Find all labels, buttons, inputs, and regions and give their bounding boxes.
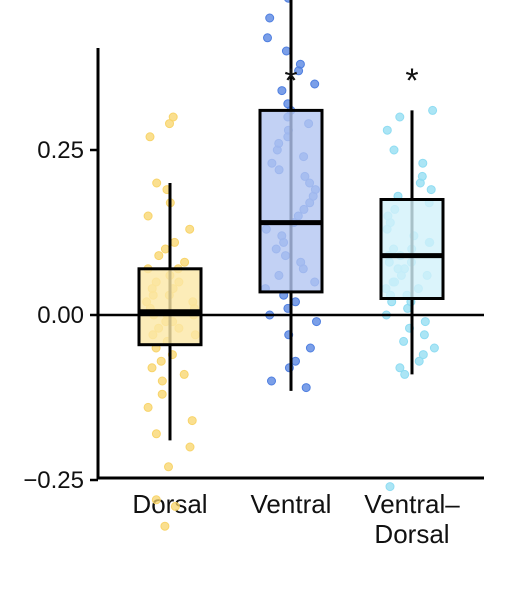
data-point	[267, 376, 276, 386]
data-point	[419, 330, 429, 340]
data-point	[185, 442, 195, 452]
plot-layer: * *	[98, 0, 484, 531]
iqr-box	[258, 108, 324, 294]
category-label: Dorsal	[132, 489, 207, 519]
data-point	[145, 132, 155, 142]
data-point	[400, 369, 410, 379]
data-point	[157, 376, 167, 386]
data-point	[265, 13, 275, 23]
y-tick-label: 0.00	[37, 302, 84, 329]
data-point	[170, 501, 180, 511]
data-point	[263, 33, 272, 43]
y-tick-label: −0.25	[23, 467, 84, 494]
iqr-box	[379, 198, 445, 300]
data-point	[294, 66, 304, 76]
data-point	[291, 356, 300, 366]
data-point	[160, 244, 170, 254]
data-point	[399, 336, 409, 346]
data-point	[157, 389, 167, 399]
data-point	[143, 211, 153, 221]
data-point	[415, 178, 425, 188]
significance-star: *	[284, 62, 297, 100]
data-point	[305, 343, 315, 353]
data-point	[389, 145, 399, 155]
category-group-1: *	[258, 0, 324, 393]
data-point	[426, 185, 436, 195]
data-point	[151, 429, 161, 439]
data-point	[151, 495, 161, 505]
category-label: Ventral–	[364, 489, 460, 519]
data-point	[156, 356, 166, 366]
data-point	[170, 237, 180, 247]
data-point	[281, 46, 291, 56]
data-point	[312, 317, 321, 327]
data-point	[154, 251, 164, 261]
data-point	[395, 112, 405, 122]
data-point	[403, 303, 413, 313]
iqr-box	[137, 267, 203, 347]
data-point	[382, 125, 392, 135]
category-group-2: *	[379, 62, 445, 492]
data-point	[418, 158, 428, 168]
data-point	[291, 297, 300, 307]
data-point	[277, 86, 287, 96]
data-point	[185, 224, 195, 234]
data-point	[143, 402, 153, 412]
data-point	[179, 369, 189, 379]
data-point	[165, 119, 174, 129]
data-point	[395, 363, 405, 373]
data-point	[147, 363, 157, 373]
data-point	[180, 257, 190, 267]
data-point	[164, 462, 173, 472]
y-tick-label: 0.25	[37, 137, 84, 164]
data-point	[168, 112, 178, 122]
data-point	[420, 317, 430, 327]
data-point	[429, 343, 439, 353]
data-point	[428, 105, 438, 115]
data-point	[414, 356, 424, 366]
data-point	[160, 521, 170, 531]
significance-star: *	[405, 62, 418, 100]
category-label: Ventral	[251, 489, 332, 519]
data-point	[310, 79, 320, 89]
data-point	[385, 482, 395, 492]
category-group-0	[137, 112, 203, 531]
data-point	[152, 178, 162, 188]
axis-layer: 0.750.500.250.00−0.25DorsalVentralVentra…	[23, 48, 484, 549]
data-point	[187, 416, 197, 426]
category-label: Dorsal	[374, 519, 449, 549]
data-point	[301, 383, 311, 393]
data-point	[418, 350, 428, 360]
